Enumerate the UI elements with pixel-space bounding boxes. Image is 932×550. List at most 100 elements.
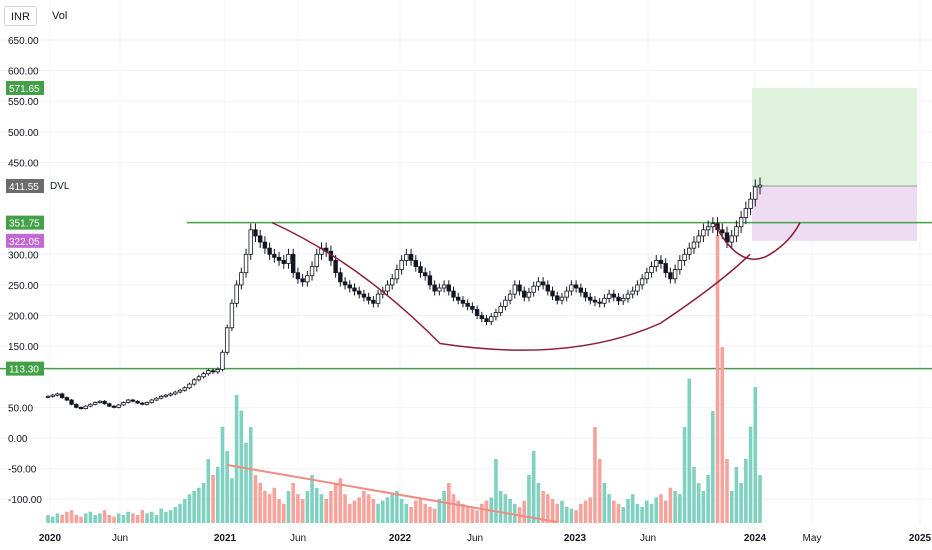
- candle-body: [163, 394, 169, 397]
- candle-body: [616, 296, 621, 302]
- cup-curve: [271, 221, 751, 351]
- volume-bar: [347, 503, 352, 523]
- handle-curve: [713, 222, 801, 260]
- volume-bar: [310, 475, 314, 523]
- candle-body: [517, 284, 522, 292]
- candle-body: [559, 296, 565, 301]
- volume-bar: [668, 487, 673, 523]
- volume-toggle-button[interactable]: Vol: [46, 6, 73, 26]
- candle-body: [621, 297, 626, 302]
- candle-body: [734, 226, 739, 237]
- candle-body: [630, 290, 635, 295]
- candle-body: [531, 285, 536, 293]
- volume-bar: [362, 491, 366, 523]
- volume-bar: [409, 507, 413, 523]
- y-tick-label: 200.00: [8, 312, 39, 323]
- candle-body: [682, 253, 687, 261]
- volume-bar: [541, 491, 545, 523]
- candle-body: [658, 260, 664, 264]
- candle-body: [545, 284, 551, 292]
- y-tick-label: 0.00: [8, 434, 28, 445]
- price-axis: 650.00 600.00 550.00 500.00 450.00 300.00 250.…: [8, 36, 70, 506]
- volume-bar: [522, 500, 527, 523]
- volume-bar: [432, 508, 437, 523]
- candle-body: [446, 284, 451, 292]
- volume-bar: [753, 387, 758, 523]
- volume-bar: [560, 500, 564, 523]
- x-tick-label: Jun: [112, 533, 128, 544]
- volume-bar: [206, 459, 211, 523]
- volume-bar: [291, 483, 295, 523]
- volume-bar: [612, 500, 616, 523]
- candle-body: [97, 400, 103, 403]
- currency-button[interactable]: INR: [4, 6, 37, 26]
- candle-body: [309, 266, 315, 277]
- candle-body: [743, 207, 749, 218]
- target-zone: [752, 87, 917, 187]
- candle-body: [390, 278, 395, 286]
- horizontal-level-lines: [0, 221, 932, 370]
- candle-body: [290, 253, 296, 274]
- volume-bar: [550, 499, 555, 523]
- volume-bar: [154, 515, 159, 523]
- volume-bar: [102, 510, 107, 523]
- volume-bar: [451, 494, 456, 523]
- candle-body: [668, 272, 673, 280]
- candle-body: [418, 266, 423, 274]
- candle-body: [215, 369, 220, 373]
- candle-body: [182, 387, 187, 391]
- candle-body: [375, 293, 381, 304]
- candle-body: [234, 284, 239, 304]
- candle-body: [262, 241, 268, 249]
- candle-body: [276, 256, 282, 261]
- candle-body: [606, 293, 612, 299]
- price-candles: [45, 177, 763, 410]
- candle-body: [592, 299, 598, 303]
- volume-bar: [46, 515, 50, 523]
- candle-body: [144, 402, 150, 405]
- candle-body: [474, 309, 480, 316]
- volume-bar: [758, 475, 762, 523]
- candle-body: [611, 293, 617, 298]
- volume-bar: [711, 411, 715, 523]
- volume-bar: [404, 503, 409, 523]
- volume-bar: [418, 497, 423, 523]
- volume-bar: [83, 513, 88, 523]
- candle-body: [583, 291, 588, 298]
- volume-bar: [720, 347, 725, 523]
- volume-bar: [131, 513, 135, 523]
- volume-bar: [739, 483, 743, 523]
- x-tick-label: 2021: [214, 533, 237, 544]
- volume-bar: [140, 510, 145, 523]
- volume-bar: [79, 516, 83, 523]
- volume-bar: [475, 510, 479, 523]
- volume-bar: [442, 491, 446, 523]
- candle-body: [64, 397, 70, 401]
- candle-body: [347, 284, 352, 289]
- symbol-label: DVL: [50, 181, 70, 192]
- volume-bar: [173, 507, 178, 523]
- volume-bar: [390, 494, 395, 523]
- x-tick-label: 2024: [744, 533, 767, 544]
- volume-bar: [93, 515, 97, 523]
- candle-body: [248, 229, 253, 255]
- volume-bar: [168, 510, 173, 523]
- price-tag-label: 411.55: [9, 182, 39, 193]
- candle-body: [107, 403, 112, 407]
- y-tick-label: 600.00: [8, 67, 39, 78]
- volume-bar: [678, 494, 682, 523]
- candle-body: [588, 296, 593, 301]
- candle-body: [753, 186, 758, 200]
- volume-bar: [663, 500, 668, 523]
- volume-bar: [211, 475, 215, 523]
- candle-body: [536, 281, 541, 287]
- candle-body: [116, 404, 121, 408]
- volume-bar: [253, 475, 258, 523]
- candle-body: [239, 272, 244, 286]
- volume-bar: [513, 503, 517, 523]
- volume-bar: [574, 510, 578, 523]
- x-tick-label: 2025: [909, 533, 932, 544]
- volume-bar: [88, 511, 93, 523]
- volume-bar: [329, 491, 333, 523]
